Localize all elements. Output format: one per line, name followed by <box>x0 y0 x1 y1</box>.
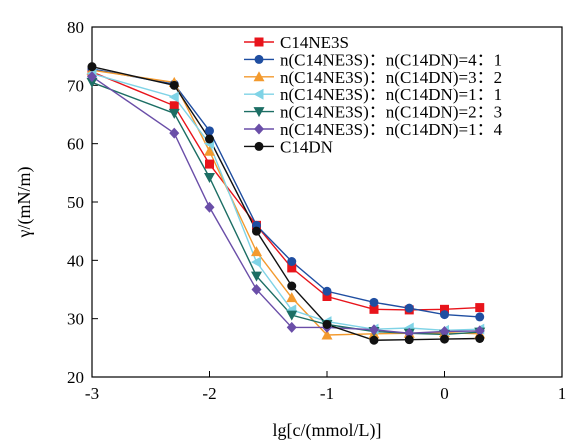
legend-swatch-marker <box>254 123 264 135</box>
legend-swatch-marker <box>253 107 265 118</box>
legend-swatch-marker <box>254 37 264 47</box>
series-1-point <box>440 304 449 314</box>
x-tick-label: 1 <box>558 384 567 403</box>
legend-item: n(C14NE3S)：n(C14DN)=1：1 <box>244 85 502 104</box>
series-7-point <box>404 335 414 345</box>
series-5-point <box>251 271 262 282</box>
axis-ticks: -3 -2 -1 0 1 20 30 40 50 60 70 80 <box>67 18 566 403</box>
legend-label: n(C14NE3S)：n(C14DN)=3：2 <box>280 68 502 87</box>
y-axis-label: γ/(mN/m) <box>14 167 35 239</box>
legend-label: n(C14NE3S)：n(C14DN)=1：1 <box>280 85 502 104</box>
series-6-point <box>87 71 97 83</box>
y-tick-label: 70 <box>67 76 84 95</box>
legend-item: n(C14NE3S)：n(C14DN)=3：2 <box>244 68 502 87</box>
legend: C14NE3Sn(C14NE3S)：n(C14DN)=4：1n(C14NE3S)… <box>244 33 503 156</box>
legend-swatch-marker <box>253 88 264 100</box>
legend-label: n(C14NE3S)：n(C14DN)=2：3 <box>280 103 502 122</box>
legend-item: n(C14NE3S)：n(C14DN)=4：1 <box>244 50 502 69</box>
legend-label: n(C14NE3S)：n(C14DN)=1：4 <box>280 120 503 139</box>
series-2-point <box>475 312 485 322</box>
series-6-point <box>169 127 180 139</box>
series-7-line <box>91 65 480 341</box>
series-1-point <box>169 101 179 111</box>
series-5-point <box>168 108 180 119</box>
series-6-line <box>91 76 480 334</box>
series-2-line <box>91 68 480 318</box>
series-7-point <box>252 226 261 236</box>
series-1-point <box>205 159 214 169</box>
y-tick-label: 60 <box>67 135 84 154</box>
series-7-point <box>287 281 297 291</box>
y-tick-label: 30 <box>67 310 84 329</box>
series-2-point <box>287 257 297 266</box>
series-lines <box>91 65 480 341</box>
series-5-point <box>86 77 98 88</box>
y-tick-label: 50 <box>67 193 84 212</box>
series-7-point <box>369 335 379 345</box>
series-7-point <box>87 62 97 72</box>
legend-swatch-marker <box>253 71 265 82</box>
series-6-point <box>251 284 262 295</box>
series-7-point <box>205 134 214 144</box>
series-6-point <box>286 321 297 333</box>
series-2-point <box>369 297 379 307</box>
series-3-point <box>321 329 333 340</box>
legend-item: C14NE3S <box>244 33 349 52</box>
series-6-point <box>474 325 485 337</box>
series-6-point <box>204 201 215 213</box>
series-2-point <box>322 286 332 296</box>
legend-item: n(C14NE3S)：n(C14DN)=1：4 <box>244 120 503 139</box>
y-tick-label: 40 <box>67 251 84 270</box>
legend-label: C14DN <box>280 137 333 156</box>
series-1-line <box>91 71 480 311</box>
series-3-point <box>251 246 262 257</box>
series-3-point <box>204 145 215 156</box>
legend-item: n(C14NE3S)：n(C14DN)=2：3 <box>244 103 502 122</box>
x-tick-label: -2 <box>202 384 216 403</box>
series-1-point <box>287 263 297 273</box>
series-2-point <box>404 303 414 313</box>
legend-swatch-marker <box>254 54 264 64</box>
legend-label: n(C14NE3S)：n(C14DN)=4：1 <box>280 50 502 69</box>
series-3-point <box>286 292 298 303</box>
series-7-markers <box>87 62 485 345</box>
y-tick-label: 20 <box>67 368 84 387</box>
series-5-point <box>286 310 298 321</box>
series-2-point <box>205 126 214 136</box>
series-6-point <box>439 326 450 337</box>
series-7-point <box>440 334 449 344</box>
legend-label: C14NE3S <box>280 33 349 52</box>
series-4-line <box>91 72 480 332</box>
series-2-point <box>440 310 449 320</box>
x-tick-label: 0 <box>440 384 449 403</box>
series-7-point <box>169 80 179 90</box>
series-7-point <box>475 334 485 343</box>
y-tick-label: 80 <box>67 18 84 37</box>
series-4-point <box>168 91 179 103</box>
series-1-point <box>475 303 485 313</box>
series-1-point <box>369 304 379 314</box>
series-7-point <box>322 320 332 329</box>
series-markers <box>86 62 486 345</box>
x-tick-label: -1 <box>320 384 334 403</box>
series-5-point <box>204 173 215 183</box>
x-axis-label: lg[c/(mmol/L)] <box>273 420 382 441</box>
series-4-point <box>251 256 261 268</box>
legend-item: C14DN <box>244 137 333 156</box>
x-tick-label: -3 <box>85 384 99 403</box>
series-5-line <box>91 81 480 336</box>
legend-swatch-marker <box>254 141 264 151</box>
series-1-point <box>322 292 332 301</box>
series-6-point <box>369 324 379 336</box>
